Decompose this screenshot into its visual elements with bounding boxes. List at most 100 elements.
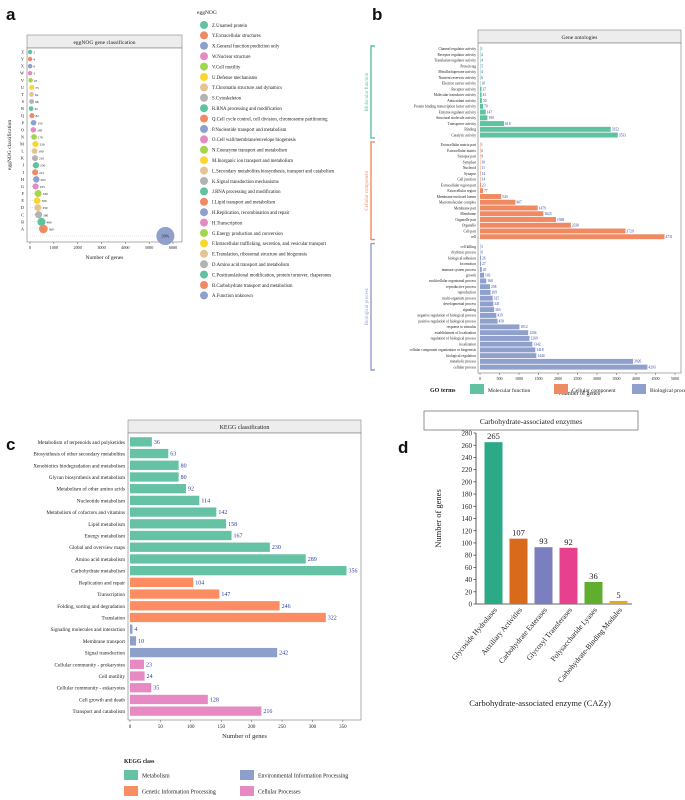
legend-swatch bbox=[124, 786, 138, 796]
y-tick-label: 20 bbox=[465, 588, 473, 596]
go-term-label: Molecular transducer activity bbox=[434, 93, 477, 97]
go-bar bbox=[480, 126, 611, 132]
kegg-bar-value: 10 bbox=[138, 639, 144, 645]
kegg-bar-value: 356 bbox=[348, 569, 357, 575]
legend-label: T.Chromatin structure and dynamics bbox=[212, 86, 282, 91]
dot-point bbox=[156, 227, 175, 245]
dot-point bbox=[27, 49, 33, 55]
y-tick-label: 240 bbox=[462, 454, 473, 462]
dot-value: 210 bbox=[39, 157, 44, 161]
kegg-category-label: Global and overview maps bbox=[69, 545, 125, 551]
go-term-label: establishment of localization bbox=[435, 331, 477, 335]
cazy-bar-value: 5 bbox=[616, 590, 620, 600]
go-bar-value: 11 bbox=[481, 166, 485, 170]
dot-value: 265 bbox=[41, 178, 46, 182]
x-tick-label: 300 bbox=[309, 725, 317, 730]
go-bar bbox=[480, 324, 520, 330]
dot-point bbox=[32, 169, 39, 176]
y-tick-label: 160 bbox=[462, 503, 473, 511]
go-term-label: cell bbox=[471, 235, 476, 239]
go-bar-value: 4293 bbox=[648, 365, 655, 369]
go-bar-value: 160 bbox=[487, 279, 493, 283]
kegg-bar-value: 104 bbox=[195, 580, 204, 586]
go-bar bbox=[480, 205, 538, 211]
go-bar-value: 10 bbox=[481, 160, 485, 164]
kegg-category-label: Cell growth and death bbox=[79, 697, 125, 703]
y-tick-label: K bbox=[21, 156, 25, 161]
kegg-bar bbox=[130, 683, 152, 693]
go-bar-value: 4 bbox=[481, 59, 483, 63]
legend-dot bbox=[200, 208, 208, 217]
go-bar-value: 363 bbox=[495, 308, 501, 312]
kegg-category-label: Lipid metabolism bbox=[88, 522, 125, 528]
y-tick-label: D bbox=[21, 205, 24, 210]
kegg-category-label: Glycan biosynthesis and metabolism bbox=[49, 475, 125, 481]
legend-label: Genetic Information Processing bbox=[142, 789, 216, 796]
kegg-bar-value: 35 bbox=[153, 686, 159, 692]
go-bar bbox=[480, 98, 482, 104]
go-term-label: Translation regulator activity bbox=[434, 59, 476, 63]
go-bar-value: 41 bbox=[483, 93, 487, 97]
y-tick-label: 60 bbox=[465, 564, 473, 572]
go-bar-value: 907 bbox=[516, 201, 522, 205]
go-term-label: Receptor activity bbox=[451, 87, 476, 91]
dot-value: 250 bbox=[40, 164, 45, 168]
go-bar bbox=[480, 266, 482, 272]
dot-value: 230 bbox=[40, 143, 45, 147]
go-bar bbox=[480, 176, 481, 182]
dot-value: 45 bbox=[34, 107, 38, 111]
go-bar bbox=[480, 295, 493, 301]
kegg-category-label: Cellular community - prokaryotes bbox=[55, 662, 125, 668]
dot-point bbox=[29, 84, 35, 90]
go-term-label: biological regulation bbox=[446, 354, 476, 358]
legend-label: Biological process bbox=[650, 388, 685, 394]
kegg-bar bbox=[130, 542, 270, 552]
go-bar bbox=[480, 92, 482, 98]
cazy-bar-value: 265 bbox=[487, 431, 500, 441]
y-tick-label: 280 bbox=[462, 430, 473, 438]
dot-value: 82 bbox=[35, 114, 39, 118]
go-bar bbox=[480, 86, 482, 92]
go-bar-value: 1342 bbox=[533, 342, 540, 346]
legend-label: J.RNA processing and modification bbox=[212, 190, 281, 195]
go-term-label: positive regulation of biological proces… bbox=[418, 319, 476, 323]
legend-dot bbox=[200, 229, 208, 237]
kegg-bar-value: 158 bbox=[228, 522, 237, 528]
go-bar-value: 9 bbox=[481, 155, 483, 159]
go-term-label: cellular process bbox=[454, 365, 477, 369]
kegg-category-label: Folding, sorting and degradation bbox=[57, 604, 125, 610]
kegg-bar-value: 23 bbox=[146, 662, 152, 668]
legend-label: Z.Unamed protein bbox=[212, 24, 248, 29]
go-bar-value: 450 bbox=[499, 319, 505, 323]
go-bar-value: 2330 bbox=[572, 224, 579, 228]
y-tick-label: W bbox=[20, 71, 25, 76]
panel-a-legend-title: eggNOG bbox=[197, 10, 217, 16]
go-bar-value: 419 bbox=[497, 314, 503, 318]
dot-value: 330 bbox=[42, 206, 47, 210]
group-bracket bbox=[370, 141, 375, 241]
legend-label: Y.Extracellular structures bbox=[212, 34, 261, 39]
go-term-label: Electron carrier activity bbox=[442, 82, 476, 86]
legend-label: F.Intracellular trafficking, secretion, … bbox=[212, 242, 327, 247]
go-bar bbox=[480, 103, 484, 109]
kegg-bar bbox=[130, 554, 306, 564]
legend-label: Environmental Information Processing bbox=[258, 773, 348, 780]
cazy-bar bbox=[509, 538, 528, 604]
go-term-label: response to stimulus bbox=[447, 325, 477, 329]
kegg-bar bbox=[130, 636, 137, 646]
y-tick-label: E bbox=[21, 198, 24, 203]
go-term-label: immune system process bbox=[442, 268, 477, 272]
panel-a-plot-frame bbox=[26, 47, 183, 243]
y-tick-label: 80 bbox=[465, 552, 473, 560]
panel-b-xlabel: Number of genes bbox=[559, 390, 601, 397]
go-bar-value: 6 bbox=[481, 76, 483, 80]
dot-value: 75 bbox=[35, 86, 39, 90]
go-bar-value: 1444 bbox=[537, 354, 544, 358]
dot-value-label: 39% bbox=[162, 234, 170, 239]
go-term-label: Antioxidant activity bbox=[447, 99, 476, 103]
kegg-bar bbox=[130, 659, 144, 669]
dot-point bbox=[27, 71, 33, 76]
cazy-bar bbox=[484, 442, 503, 604]
dot-value: 170 bbox=[38, 135, 43, 139]
